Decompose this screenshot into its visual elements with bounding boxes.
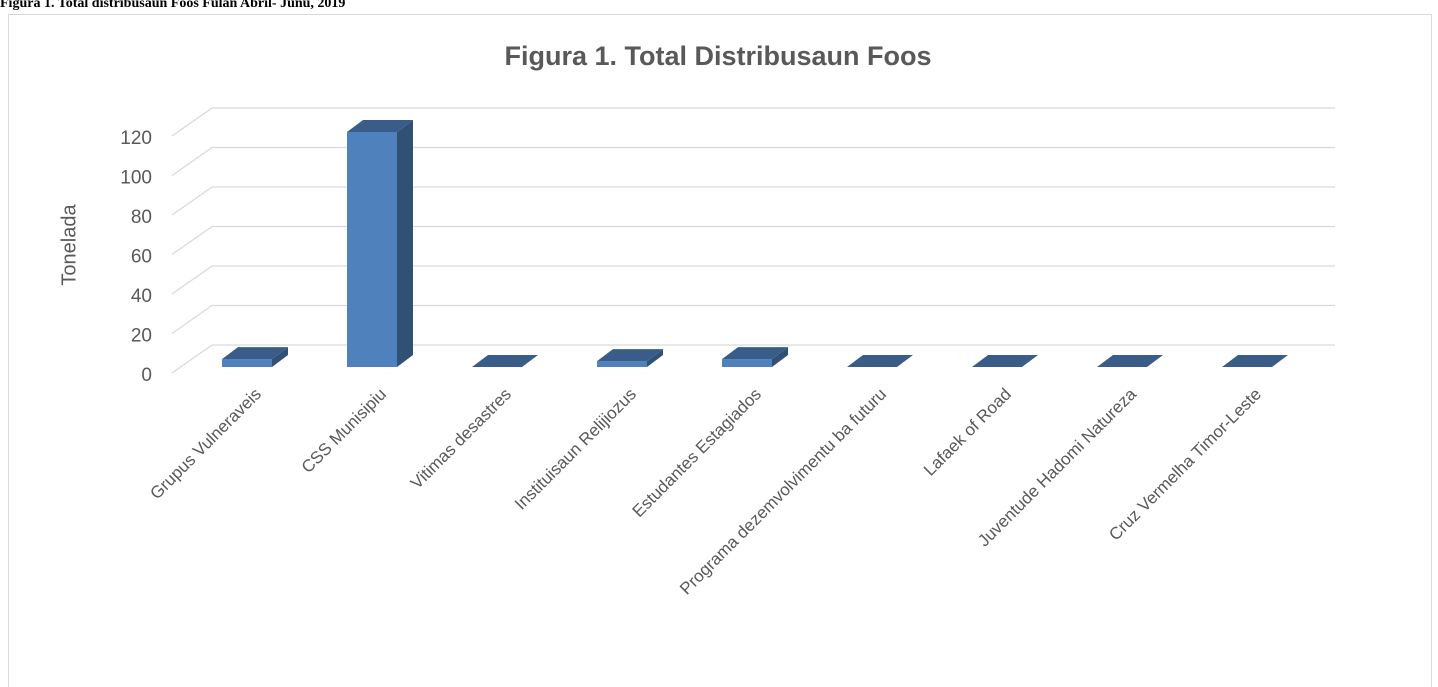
grid-line-side: [171, 265, 213, 295]
grid-line-side: [171, 344, 213, 374]
x-tick-label: Vitimas desastres: [407, 385, 515, 493]
bar-3d: [847, 355, 913, 367]
bar-top: [722, 347, 788, 360]
y-tick-label: 0: [141, 365, 152, 386]
grid-line-side: [171, 304, 213, 335]
grid-line-side: [171, 107, 213, 137]
bar-side: [272, 347, 288, 367]
bar: [347, 131, 397, 367]
x-tick-label: Lafaek of Road: [920, 385, 1015, 480]
bar-3d: [597, 349, 663, 367]
y-tick-label: 20: [131, 326, 152, 347]
bar-3d: [722, 347, 788, 367]
y-tick-label: 40: [131, 286, 152, 307]
x-tick-label: CSS Munisipiu: [298, 385, 390, 477]
bar-side: [647, 349, 663, 367]
bar-top: [1097, 355, 1163, 367]
bar-3d: [472, 355, 538, 367]
bar-3d: [1222, 355, 1288, 367]
bar-3d: [1097, 355, 1163, 367]
bar-top: [472, 355, 538, 367]
bar-3d: [972, 355, 1038, 367]
bar: [597, 361, 647, 367]
y-tick-label: 60: [131, 247, 152, 268]
bar: [222, 359, 272, 367]
x-tick-label: Grupus Vulneraveis: [146, 385, 265, 504]
bar-top: [597, 349, 663, 362]
bar-top: [972, 355, 1038, 367]
bar-side: [397, 119, 413, 367]
caption: Figura 1. Total distribusaun Foos Fulan …: [0, 0, 345, 11]
grid-line-side: [171, 146, 213, 177]
bar-3d: [222, 347, 288, 367]
x-tick-label: Programa dezemvolvimentu ba futuru: [676, 385, 890, 599]
chart-title: Figura 1. Total Distribusaun Foos: [504, 41, 931, 71]
bar-top: [347, 119, 413, 132]
bar-top: [222, 347, 288, 360]
bar: [722, 359, 772, 367]
grid-line-side: [171, 225, 213, 256]
bar-3d: [347, 119, 413, 367]
x-tick-label: Estudantes Estagiados: [629, 385, 765, 521]
chart-frame: [8, 14, 1432, 687]
x-tick-label: Instituisaun Relijiozus: [511, 385, 640, 514]
grid-line-side: [171, 186, 213, 216]
bar-side: [772, 347, 788, 367]
y-tick-label: 80: [131, 207, 152, 228]
y-tick-label: 120: [120, 128, 152, 149]
y-tick-label: 100: [120, 168, 152, 189]
y-axis-label: Tonelada: [58, 204, 80, 286]
bar-top: [847, 355, 913, 367]
bar-top: [1222, 355, 1288, 367]
